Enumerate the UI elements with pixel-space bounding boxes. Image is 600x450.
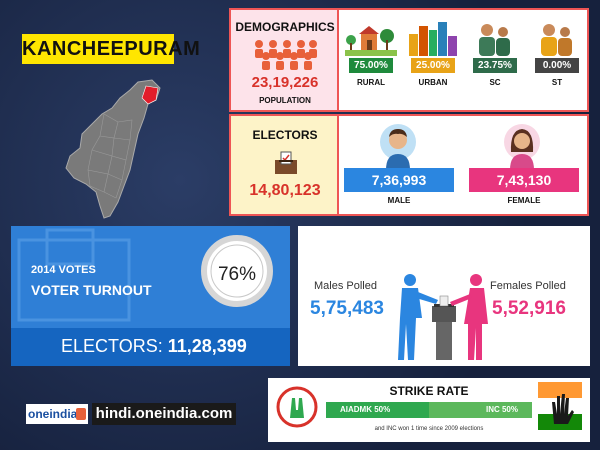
urban-icon bbox=[409, 22, 457, 56]
strike-rate-panel: STRIKE RATE AIADMK 50% INC 50% and INC w… bbox=[268, 378, 590, 442]
aiadmk-symbol-icon bbox=[276, 386, 318, 428]
turnout-electors-label: ELECTORS: bbox=[61, 336, 163, 356]
st-label: ST bbox=[551, 78, 563, 87]
turnout-electors-value: 11,28,399 bbox=[167, 336, 247, 356]
female-electors-value: 7,43,130 bbox=[469, 168, 579, 192]
urban-label: URBAN bbox=[418, 78, 448, 87]
rural-stat bbox=[345, 20, 397, 61]
inc-hand-symbol-icon bbox=[538, 382, 582, 430]
ballot-watermark-icon bbox=[17, 228, 131, 322]
inc-strike-bar: INC 50% bbox=[429, 402, 532, 418]
strike-rate-title: STRIKE RATE bbox=[389, 384, 469, 398]
male-avatar-icon bbox=[380, 124, 416, 170]
male-electors-value: 7,36,993 bbox=[344, 168, 454, 192]
sc-stat bbox=[469, 22, 521, 61]
strike-rate-footnote: and INC won 1 time since 2009 elections bbox=[374, 426, 484, 432]
turnout-percent: 76% bbox=[217, 264, 257, 285]
female-avatar-icon bbox=[504, 124, 540, 170]
electors-total: 14,80,123 bbox=[249, 182, 321, 199]
voting-illustration bbox=[398, 274, 488, 360]
electors-panel: ELECTORS 14,80,123 7,36,993 MALE 7,43,13… bbox=[229, 114, 589, 216]
rural-label: RURAL bbox=[357, 78, 385, 87]
urban-percent: 25.00% bbox=[411, 58, 455, 73]
people-icon bbox=[255, 40, 317, 70]
males-polled-value: 5,75,483 bbox=[310, 298, 384, 319]
demographics-title: DEMOGRAPHICS bbox=[235, 20, 335, 34]
sc-label: SC bbox=[489, 78, 501, 87]
oneindia-mark-icon bbox=[76, 408, 86, 420]
male-label: MALE bbox=[387, 196, 411, 205]
polled-panel: Males Polled 5,75,483 Females Polled 5,5… bbox=[298, 226, 590, 366]
males-polled-label: Males Polled bbox=[314, 280, 377, 292]
population-section: DEMOGRAPHICS 23,19,226 POPULATION bbox=[231, 10, 339, 110]
population-value: 23,19,226 bbox=[251, 74, 319, 91]
turnout-electors-bar: ELECTORS: 11,28,399 bbox=[11, 328, 290, 366]
st-percent: 0.00% bbox=[535, 58, 579, 73]
highlighted-district bbox=[141, 85, 159, 105]
electors-total-section: ELECTORS 14,80,123 bbox=[231, 116, 339, 214]
demographics-panel: DEMOGRAPHICS 23,19,226 POPULATION bbox=[229, 8, 589, 112]
turnout-ring bbox=[201, 235, 273, 307]
st-stat bbox=[531, 22, 583, 61]
site-url[interactable]: hindi.oneindia.com bbox=[92, 403, 236, 425]
rural-percent: 75.00% bbox=[349, 58, 393, 73]
oneindia-logo: oneindia bbox=[26, 404, 88, 424]
female-label: FEMALE bbox=[507, 196, 541, 205]
aiadmk-strike-bar: AIADMK 50% bbox=[326, 402, 429, 418]
st-people-icon bbox=[541, 24, 572, 56]
state-map bbox=[65, 79, 161, 219]
females-polled-label: Females Polled bbox=[490, 280, 566, 292]
oneindia-logo-text: oneindia bbox=[28, 407, 78, 421]
rural-icon bbox=[345, 26, 397, 56]
ballot-box-icon bbox=[275, 151, 297, 174]
sc-people-icon bbox=[479, 24, 510, 56]
district-title: KANCHEEPURAM bbox=[22, 34, 200, 64]
voter-turnout-panel: 2014 VOTES VOTER TURNOUT 76% ELECTORS: 1… bbox=[11, 226, 290, 366]
sc-percent: 23.75% bbox=[473, 58, 517, 73]
electors-title: ELECTORS bbox=[252, 128, 318, 142]
turnout-year-label: 2014 VOTES bbox=[31, 264, 96, 276]
urban-stat bbox=[407, 20, 459, 61]
turnout-title: VOTER TURNOUT bbox=[31, 282, 152, 298]
population-label: POPULATION bbox=[259, 96, 311, 105]
district-borders bbox=[87, 113, 133, 199]
females-polled-value: 5,52,916 bbox=[492, 298, 566, 319]
